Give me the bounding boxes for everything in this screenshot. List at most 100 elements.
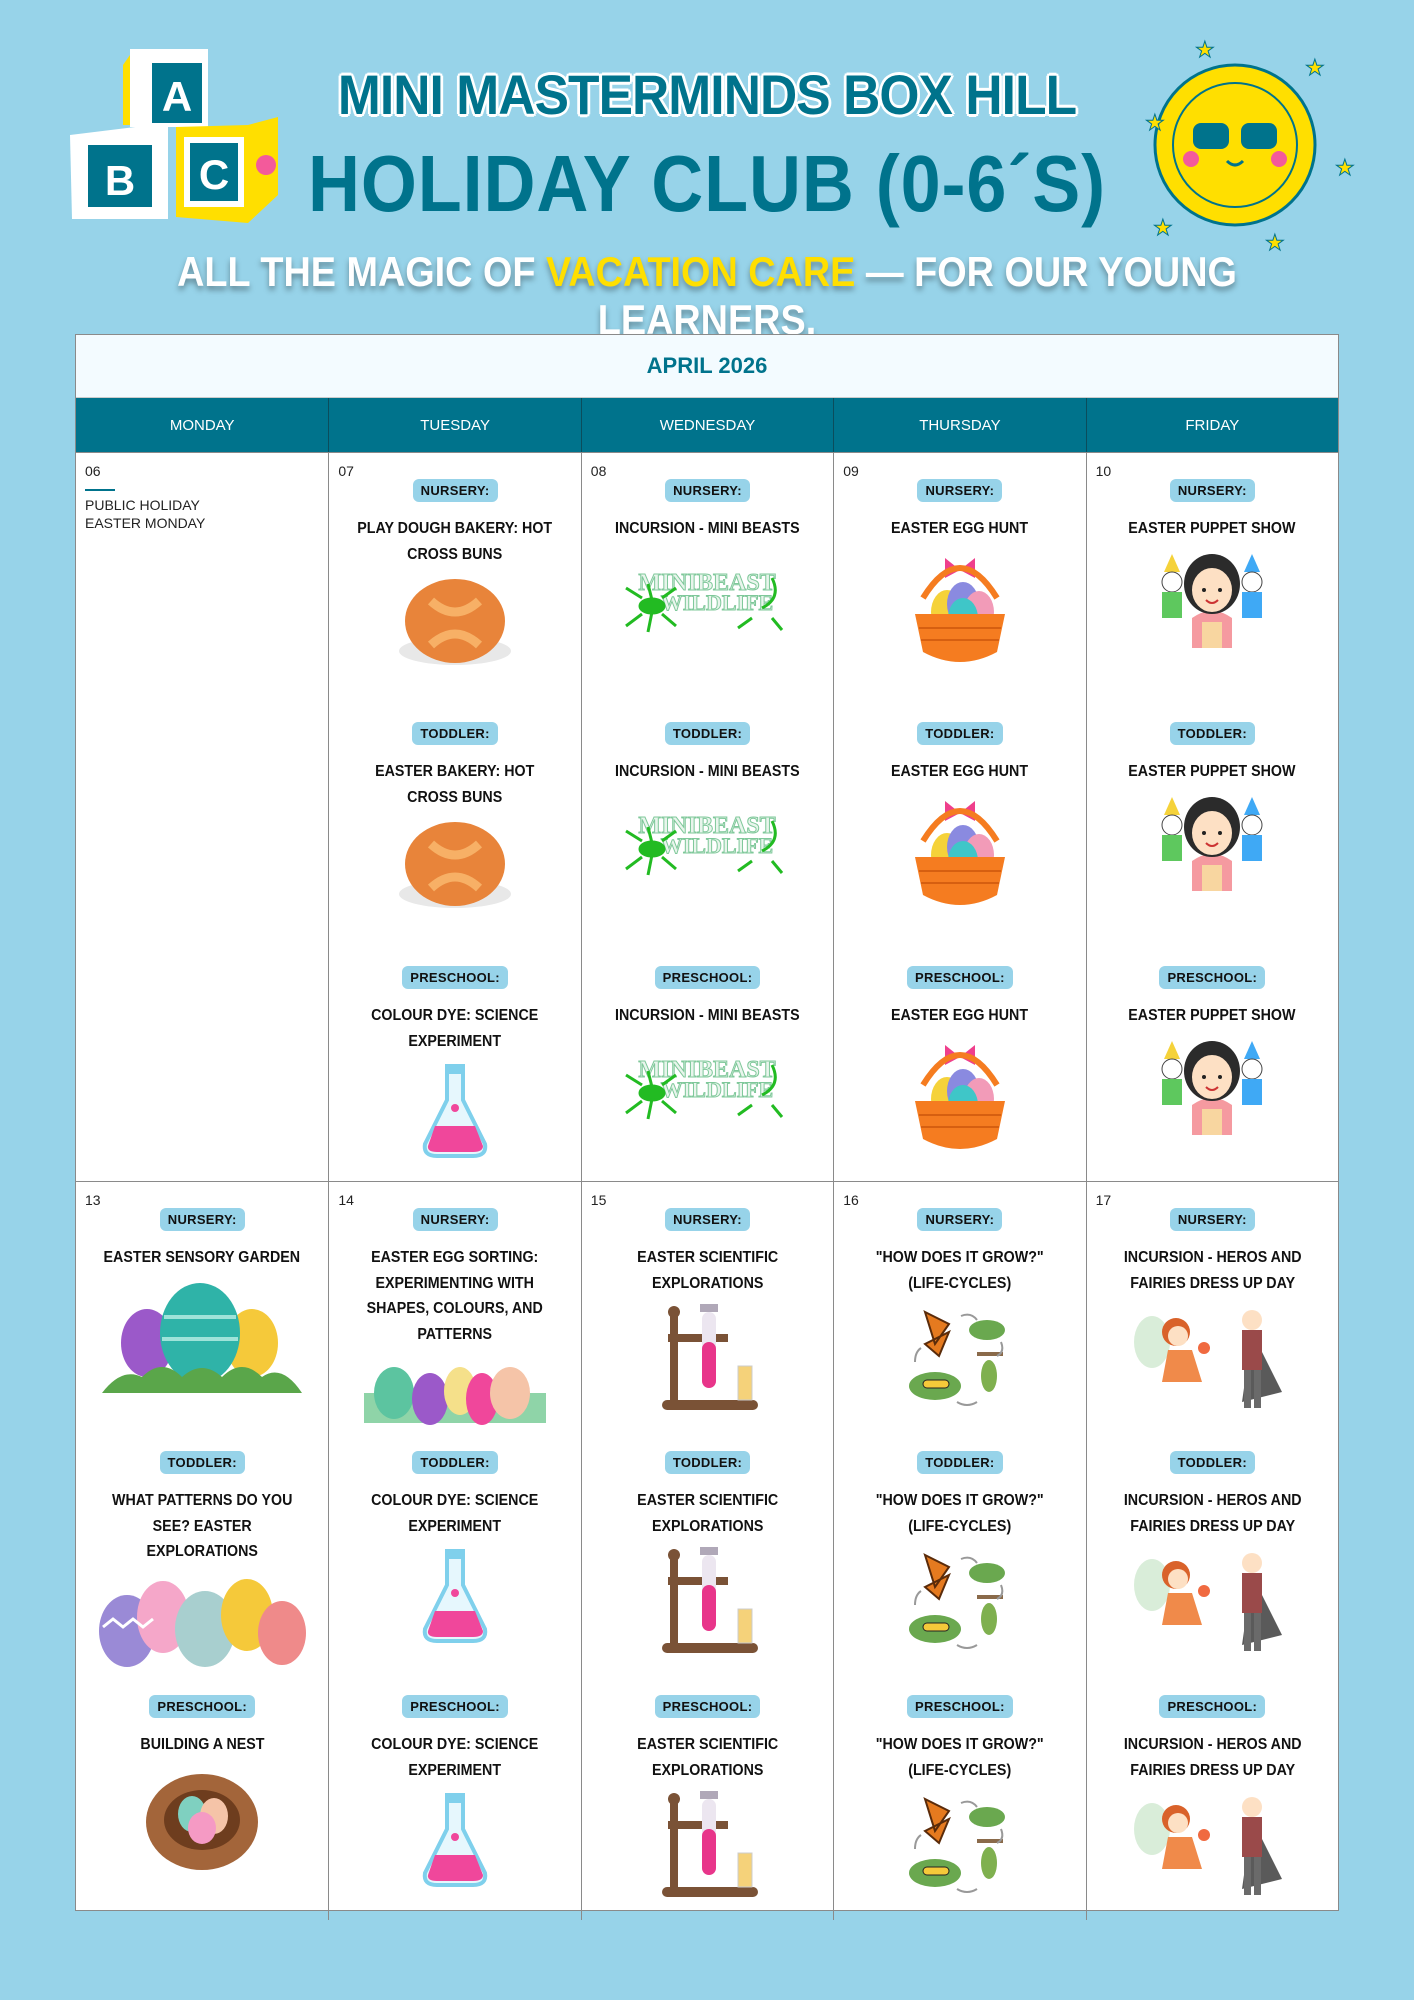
activity-title: COLOUR DYE: SCIENCE EXPERIMENT: [371, 1007, 539, 1050]
svg-text:WILDLIFE: WILDLIFE: [661, 590, 773, 615]
activity-preschool: PRESCHOOL: INCURSION - MINI BEASTS MINIBEA…: [582, 948, 833, 1191]
eggs-grass-icon: [102, 1277, 303, 1402]
svg-text:★: ★: [1153, 215, 1173, 240]
age-group-badge: PRESCHOOL:: [1159, 1695, 1266, 1718]
activity-title: EASTER EGG HUNT: [891, 763, 1029, 780]
public-holiday-note: PUBLIC HOLIDAY EASTER MONDAY: [85, 489, 305, 532]
day-number: 10: [1095, 463, 1112, 479]
activity-toddler: TODDLER: EASTER BAKERY: HOT CROSS BUNS: [329, 704, 580, 948]
activity-preschool: PRESCHOOL: EASTER EGG HUNT: [834, 948, 1085, 1191]
age-group-badge: NURSERY:: [412, 479, 498, 502]
day-number: 08: [590, 463, 607, 479]
age-group-badge: NURSERY:: [1169, 479, 1255, 502]
weekday-wednesday: WEDNESDAY: [580, 398, 833, 452]
age-group-badge: NURSERY:: [665, 479, 750, 502]
age-group-badge: PRESCHOOL:: [149, 1695, 256, 1718]
bun-icon: [395, 816, 515, 917]
activity-title: EASTER SENSORY GARDEN: [103, 1249, 301, 1266]
activity-nursery: NURSERY: EASTER EGG SORTING: EXPERIMENTIN…: [329, 1190, 580, 1433]
activity-toddler: TODDLER: EASTER PUPPET SHOW: [1087, 704, 1338, 948]
tagline: ALL THE MAGIC OF VACATION CARE — FOR OUR…: [71, 248, 1344, 344]
activity-title: INCURSION - MINI BEASTS: [615, 763, 800, 780]
activity-title: EASTER SCIENTIFIC EXPLORATIONS: [636, 1492, 779, 1535]
svg-text:WILDLIFE: WILDLIFE: [661, 1077, 773, 1102]
age-group-badge: NURSERY:: [1169, 1208, 1255, 1231]
svg-text:MINIBEAST: MINIBEAST: [639, 1057, 776, 1083]
age-group-badge: TODDLER:: [159, 1451, 245, 1474]
puppet-icon: [1142, 1035, 1282, 1140]
week-row: 06 PUBLIC HOLIDAY EASTER MONDAY 07 NURSERY: P…: [76, 452, 1338, 1191]
activity-nursery: NURSERY: EASTER SCIENTIFIC EXPLORATIONS: [582, 1190, 833, 1433]
minibeast-icon: MINIBEAST WILDLIFE: [622, 791, 792, 892]
activity-preschool: PRESCHOOL: BUILDING A NEST: [76, 1677, 328, 1920]
activity-title: EASTER SCIENTIFIC EXPLORATIONS: [636, 1249, 779, 1292]
day-cell: 17 NURSERY: INCURSION - HEROS AND FAIRIES …: [1085, 1182, 1338, 1920]
activity-title: "HOW DOES IT GROW?" (LIFE-CYCLES): [875, 1492, 1044, 1535]
activity-title: EASTER PUPPET SHOW: [1128, 520, 1296, 537]
holiday-club-title: HOLIDAY CLUB (0-6´S): [307, 139, 1107, 228]
test-tube-icon: [652, 1302, 762, 1417]
activity-title: INCURSION - HEROS AND FAIRIES DRESS UP D…: [1123, 1249, 1302, 1292]
activity-title: WHAT PATTERNS DO YOU SEE? EASTER EXPLORA…: [112, 1492, 293, 1561]
activity-title: INCURSION - HEROS AND FAIRIES DRESS UP D…: [1123, 1736, 1302, 1779]
day-number: 13: [85, 1192, 101, 1208]
calendar: APRIL 2026 MONDAY TUESDAY WEDNESDAY THURSDA…: [75, 334, 1339, 1920]
activity-preschool: PRESCHOOL: COLOUR DYE: SCIENCE EXPERIMENT: [329, 1677, 580, 1920]
tagline-highlight: VACATION CARE: [545, 248, 856, 295]
activity-preschool: PRESCHOOL: COLOUR DYE: SCIENCE EXPERIMENT: [329, 948, 580, 1191]
puppet-icon: [1142, 791, 1282, 896]
day-number: 15: [590, 1192, 607, 1208]
age-group-badge: PRESCHOOL:: [402, 966, 508, 989]
age-group-badge: TODDLER:: [412, 722, 498, 745]
activity-title: "HOW DOES IT GROW?" (LIFE-CYCLES): [875, 1249, 1044, 1292]
holiday-text: EASTER MONDAY: [85, 514, 206, 531]
centre-name-title: MINI MASTERMINDS BOX HILL: [337, 63, 1077, 126]
activity-title: EASTER EGG HUNT: [891, 1007, 1029, 1024]
age-group-badge: TODDLER:: [412, 1451, 498, 1474]
activity-toddler: TODDLER: WHAT PATTERNS DO YOU SEE? EASTER…: [76, 1433, 328, 1677]
activity-toddler: TODDLER: EASTER SCIENTIFIC EXPLORATIONS: [582, 1433, 833, 1677]
hero-fairy-icon: [1132, 1545, 1292, 1660]
day-cell: 08 NURSERY: INCURSION - MINI BEASTS MINIBEA…: [580, 453, 833, 1191]
svg-text:MINIBEAST: MINIBEAST: [639, 813, 776, 839]
svg-text:★: ★: [1265, 230, 1285, 255]
age-group-badge: TODDLER:: [1169, 1451, 1255, 1474]
activity-title: EASTER PUPPET SHOW: [1128, 763, 1296, 780]
basket-icon: [905, 548, 1015, 673]
day-cell: 13 NURSERY: EASTER SENSORY GARDEN TODDLER: W…: [76, 1182, 328, 1920]
activity-title: "HOW DOES IT GROW?" (LIFE-CYCLES): [875, 1736, 1044, 1779]
weekday-thursday: THURSDAY: [833, 398, 1085, 452]
svg-text:★: ★: [1145, 110, 1165, 135]
lifecycle-icon: [905, 1545, 1015, 1660]
activity-preschool: PRESCHOOL: EASTER SCIENTIFIC EXPLORATIONS: [582, 1677, 833, 1920]
age-group-badge: TODDLER:: [917, 1451, 1003, 1474]
abc-blocks-logo: A B C: [70, 49, 278, 223]
nest-icon: [142, 1764, 262, 1879]
eggs-row-icon: [97, 1571, 307, 1676]
weekday-monday: MONDAY: [169, 416, 235, 434]
age-group-badge: PRESCHOOL:: [907, 1695, 1013, 1718]
flask-icon: [415, 1789, 495, 1894]
age-group-badge: NURSERY:: [412, 1208, 498, 1231]
age-group-badge: NURSERY:: [917, 1208, 1003, 1231]
hero-fairy-icon: [1132, 1302, 1292, 1417]
activity-toddler: TODDLER: INCURSION - HEROS AND FAIRIES DR…: [1087, 1433, 1338, 1677]
day-number: 07: [338, 463, 354, 479]
activity-title: INCURSION - HEROS AND FAIRIES DRESS UP D…: [1123, 1492, 1302, 1535]
activity-nursery: NURSERY: "HOW DOES IT GROW?" (LIFE-CYCLES…: [834, 1190, 1085, 1433]
minibeast-icon: MINIBEAST WILDLIFE: [622, 1035, 792, 1136]
test-tube-icon: [652, 1545, 762, 1660]
holiday-text: PUBLIC HOLIDAY: [85, 497, 200, 513]
activity-preschool: PRESCHOOL: EASTER PUPPET SHOW: [1087, 948, 1338, 1191]
activity-title: EASTER BAKERY: HOT CROSS BUNS: [375, 763, 535, 806]
age-group-badge: PRESCHOOL:: [654, 1695, 761, 1718]
activity-toddler: TODDLER: INCURSION - MINI BEASTS MINIBEAST…: [582, 704, 833, 948]
svg-text:★: ★: [1335, 155, 1355, 180]
day-number: 17: [1095, 1192, 1112, 1208]
svg-text:C: C: [199, 151, 229, 198]
activity-title: INCURSION - MINI BEASTS: [615, 520, 800, 537]
activity-title: COLOUR DYE: SCIENCE EXPERIMENT: [371, 1736, 539, 1779]
activity-toddler: TODDLER: EASTER EGG HUNT: [834, 704, 1085, 948]
day-cell: 10 NURSERY: EASTER PUPPET SHOW TODDLER: EAST…: [1085, 453, 1338, 1191]
age-group-badge: PRESCHOOL:: [654, 966, 761, 989]
